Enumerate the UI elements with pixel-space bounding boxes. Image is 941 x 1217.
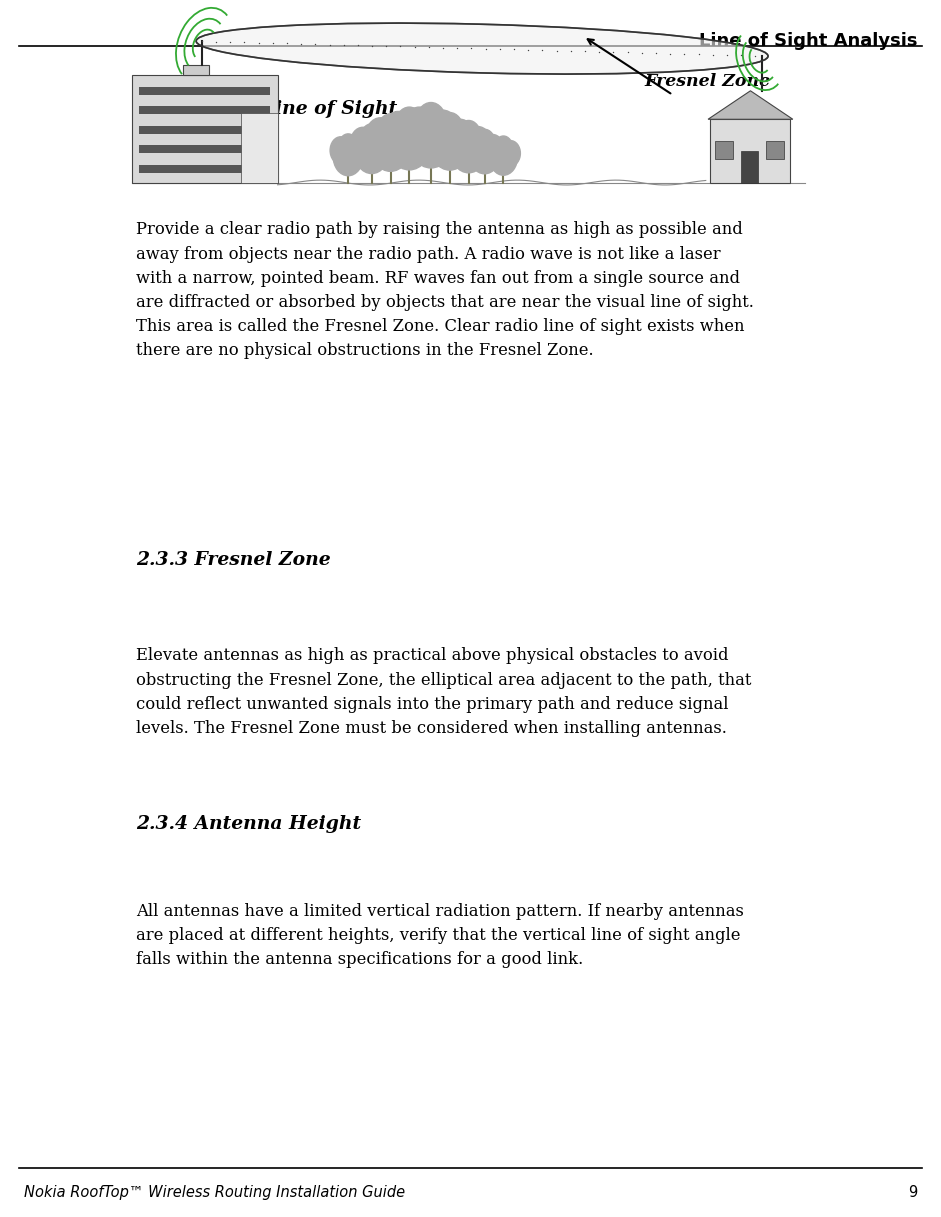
Circle shape xyxy=(387,120,415,158)
Text: Line of Sight Analysis: Line of Sight Analysis xyxy=(699,32,917,50)
Bar xyxy=(139,106,270,114)
Circle shape xyxy=(366,118,394,156)
Circle shape xyxy=(437,113,463,147)
Ellipse shape xyxy=(196,23,768,74)
Circle shape xyxy=(489,139,518,175)
Circle shape xyxy=(333,136,363,175)
Circle shape xyxy=(403,107,436,150)
Circle shape xyxy=(339,134,358,159)
Text: 2.3.2 Radio Line of Sight: 2.3.2 Radio Line of Sight xyxy=(136,101,398,118)
Circle shape xyxy=(350,128,375,159)
Circle shape xyxy=(456,120,481,152)
Circle shape xyxy=(345,139,366,166)
Circle shape xyxy=(486,139,506,164)
Circle shape xyxy=(377,114,404,148)
Bar xyxy=(241,113,278,183)
Circle shape xyxy=(405,114,437,156)
Circle shape xyxy=(446,119,474,157)
Circle shape xyxy=(466,133,487,162)
Bar xyxy=(710,119,790,183)
Text: Fresnel Zone: Fresnel Zone xyxy=(645,73,771,90)
Text: 2.3.3 Fresnel Zone: 2.3.3 Fresnel Zone xyxy=(136,551,331,570)
Circle shape xyxy=(425,117,454,155)
Text: Nokia RoofTop™ Wireless Routing Installation Guide: Nokia RoofTop™ Wireless Routing Installa… xyxy=(24,1185,405,1200)
Circle shape xyxy=(387,112,432,170)
Polygon shape xyxy=(708,91,793,119)
Circle shape xyxy=(469,133,501,174)
Circle shape xyxy=(416,102,446,142)
Text: Elevate antennas as high as practical above physical obstacles to avoid
obstruct: Elevate antennas as high as practical ab… xyxy=(136,647,752,738)
Circle shape xyxy=(360,124,383,153)
Bar xyxy=(139,145,270,153)
Bar xyxy=(715,141,733,158)
Text: All antennas have a limited vertical radiation pattern. If nearby antennas
are p: All antennas have a limited vertical rad… xyxy=(136,903,744,969)
Circle shape xyxy=(370,118,411,172)
Bar xyxy=(139,125,270,134)
Circle shape xyxy=(330,136,351,164)
Bar xyxy=(741,151,758,183)
Circle shape xyxy=(474,129,495,156)
Text: Provide a clear radio path by raising the antenna as high as possible and
away f: Provide a clear radio path by raising th… xyxy=(136,221,755,359)
Circle shape xyxy=(354,128,390,174)
Circle shape xyxy=(482,135,503,163)
Bar xyxy=(766,141,784,158)
Circle shape xyxy=(501,141,520,167)
Circle shape xyxy=(450,124,487,173)
Circle shape xyxy=(429,117,470,170)
Circle shape xyxy=(494,136,513,159)
Bar xyxy=(183,65,209,75)
Text: 2.3.4 Antenna Height: 2.3.4 Antenna Height xyxy=(136,815,361,834)
Text: 9: 9 xyxy=(908,1185,917,1200)
Circle shape xyxy=(426,111,459,152)
Circle shape xyxy=(368,130,393,162)
Bar xyxy=(139,86,270,95)
Bar xyxy=(132,75,278,183)
Bar xyxy=(139,164,270,173)
Circle shape xyxy=(446,124,472,158)
Circle shape xyxy=(407,107,455,168)
Circle shape xyxy=(382,112,414,152)
Circle shape xyxy=(465,127,491,161)
Circle shape xyxy=(394,107,424,145)
